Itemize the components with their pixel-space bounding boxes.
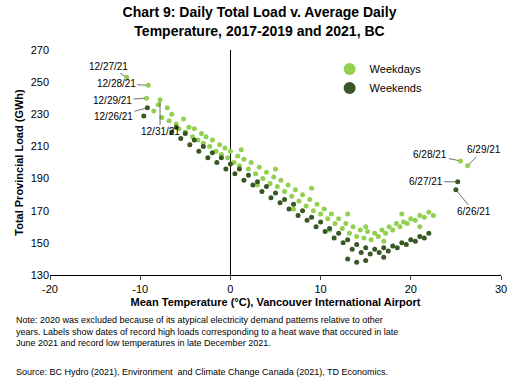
svg-text:6/26/21: 6/26/21 — [457, 206, 491, 217]
svg-text:-20: -20 — [42, 283, 58, 295]
svg-text:12/26/21: 12/26/21 — [94, 111, 133, 122]
svg-text:190: 190 — [31, 172, 49, 184]
svg-text:210: 210 — [31, 140, 49, 152]
svg-text:12/27/21: 12/27/21 — [89, 61, 128, 72]
svg-text:130: 130 — [31, 269, 49, 281]
svg-text:270: 270 — [31, 44, 49, 56]
svg-text:20: 20 — [405, 283, 417, 295]
svg-text:6/29/21: 6/29/21 — [467, 144, 501, 155]
svg-text:-10: -10 — [132, 283, 148, 295]
svg-text:30: 30 — [495, 283, 507, 295]
svg-text:Chart 9: Daily Total Load v. A: Chart 9: Daily Total Load v. Average Dai… — [123, 4, 397, 38]
svg-text:0: 0 — [227, 283, 233, 295]
svg-text:Source: BC Hydro (2021), Envir: Source: BC Hydro (2021), Environment and… — [16, 367, 388, 377]
svg-text:12/28/21: 12/28/21 — [97, 78, 136, 89]
svg-text:6/28/21: 6/28/21 — [413, 149, 447, 160]
svg-text:Mean Temperature (°C), Vancouv: Mean Temperature (°C), Vancouver Interna… — [131, 296, 421, 308]
svg-text:Note: 2020 was excluded becaus: Note: 2020 was excluded because of its a… — [16, 315, 398, 348]
svg-text:Weekends: Weekends — [370, 82, 422, 94]
svg-text:12/31/21: 12/31/21 — [141, 126, 180, 137]
svg-text:12/29/21: 12/29/21 — [93, 95, 132, 106]
svg-text:Weekdays: Weekdays — [370, 63, 422, 75]
svg-text:230: 230 — [31, 108, 49, 120]
svg-text:170: 170 — [31, 205, 49, 217]
svg-text:6/27/21: 6/27/21 — [409, 176, 443, 187]
svg-text:250: 250 — [31, 76, 49, 88]
svg-text:150: 150 — [31, 237, 49, 249]
svg-text:10: 10 — [314, 283, 326, 295]
svg-text:Total Provincial Load (GWh): Total Provincial Load (GWh) — [13, 89, 25, 236]
